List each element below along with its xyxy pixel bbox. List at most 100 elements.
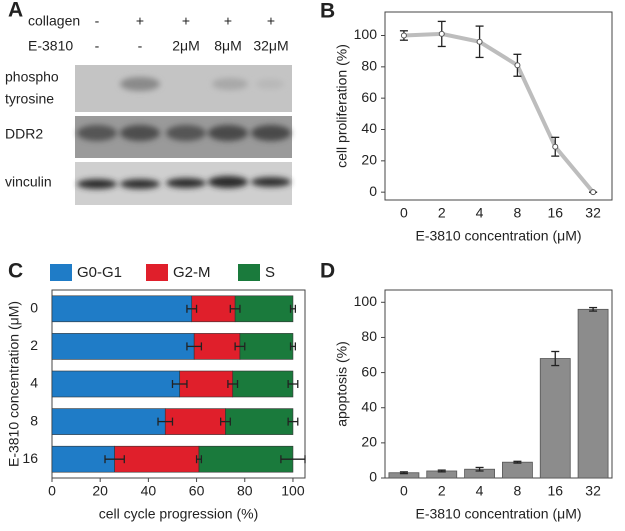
row-label: vinculin [5, 174, 52, 190]
row-header: collagen [28, 13, 80, 29]
condition: + [224, 13, 232, 29]
y-axis-label: cell proliferation (%) [334, 44, 350, 168]
x-tick-label: 60 [189, 483, 205, 499]
y-tick-label: 40 [361, 120, 377, 136]
y-tick-label: 0 [369, 183, 377, 199]
x-tick-label: 0 [400, 205, 408, 221]
point [400, 32, 407, 39]
legend-swatch [238, 264, 260, 281]
legend-label: G0-G1 [77, 264, 122, 281]
y-tick-label: 8 [30, 412, 38, 428]
bar-segment [51, 295, 193, 323]
y-tick-label: 60 [361, 363, 377, 379]
condition: + [267, 13, 275, 29]
band [208, 176, 248, 188]
bar-segment [179, 370, 234, 398]
point [438, 30, 445, 37]
x-tick-label: 8 [514, 483, 522, 499]
x-tick-label: 2 [438, 483, 446, 499]
bar-segment [51, 370, 181, 398]
x-tick-label: 80 [237, 483, 253, 499]
condition: 2μM [172, 38, 200, 54]
bar-segment [164, 408, 226, 435]
band [77, 179, 117, 189]
y-tick-label: 60 [361, 89, 377, 105]
y-tick-label: 100 [354, 26, 378, 42]
condition: 32μM [253, 38, 288, 54]
condition: - [95, 13, 100, 29]
row-label: phospho [5, 69, 59, 85]
band [256, 79, 284, 89]
plot-frame [384, 289, 613, 479]
x-tick-label: 2 [438, 205, 446, 221]
condition: + [182, 13, 190, 29]
bar-segment [114, 445, 200, 473]
panel-letter: D [320, 260, 335, 283]
x-tick-label: 32 [585, 483, 601, 499]
bar-segment [51, 333, 195, 360]
bar-segment [198, 445, 294, 473]
y-tick-label: 20 [361, 434, 377, 450]
point [590, 189, 597, 196]
band [120, 77, 160, 91]
band [166, 125, 206, 141]
condition: 8μM [214, 38, 242, 54]
bar [539, 358, 571, 479]
bar-segment [225, 408, 294, 435]
bar-segment [191, 295, 236, 323]
x-tick-label: 32 [585, 205, 601, 221]
x-tick-label: 8 [514, 205, 522, 221]
band [208, 125, 248, 141]
y-tick-label: 100 [354, 293, 378, 309]
band [166, 178, 206, 188]
y-axis-label: apoptosis (%) [334, 341, 350, 427]
y-tick-label: 20 [361, 152, 377, 168]
y-tick-label: 4 [30, 375, 38, 391]
x-tick-label: 4 [476, 205, 484, 221]
condition: - [138, 38, 143, 54]
point [476, 38, 483, 45]
blot-bands [77, 77, 291, 189]
x-tick-label: 100 [281, 483, 305, 499]
y-axis-label: E-3810 concentration (μM) [6, 301, 22, 467]
row-label: tyrosine [5, 91, 54, 107]
band [120, 179, 160, 189]
x-tick-label: 16 [547, 483, 563, 499]
y-tick-label: 0 [30, 300, 38, 316]
band [212, 78, 248, 90]
band [77, 125, 117, 141]
bar-segment [51, 408, 166, 435]
bar-segment [232, 370, 294, 398]
x-tick-label: 16 [547, 205, 563, 221]
x-axis-label: E-3810 concentration (μM) [415, 506, 581, 522]
x-tick-label: 0 [400, 483, 408, 499]
x-axis-label: cell cycle progression (%) [99, 506, 259, 522]
line [403, 31, 595, 194]
x-tick-label: 40 [141, 483, 157, 499]
row-header: E-3810 [28, 38, 73, 54]
row-label: DDR2 [5, 126, 43, 142]
panel-letter: C [8, 260, 23, 283]
y-tick-label: 0 [369, 469, 377, 485]
panel-letter: A [8, 0, 23, 22]
legend-label: S [265, 264, 275, 281]
plot-frame [384, 11, 613, 201]
condition: - [95, 38, 100, 54]
legend-label: G2-M [173, 264, 211, 281]
point [552, 143, 559, 150]
y-tick-label: 2 [30, 337, 38, 353]
bar-segment [239, 333, 294, 360]
condition: + [136, 13, 144, 29]
panel-letter: B [320, 0, 335, 23]
band [120, 125, 160, 141]
band [251, 177, 291, 187]
blot-panel [75, 65, 292, 205]
bar-segment [234, 295, 294, 323]
y-tick-label: 80 [361, 58, 377, 74]
blot-strip [75, 65, 292, 112]
x-tick-label: 4 [476, 483, 484, 499]
bar [502, 461, 533, 479]
legend-swatch [146, 264, 168, 281]
